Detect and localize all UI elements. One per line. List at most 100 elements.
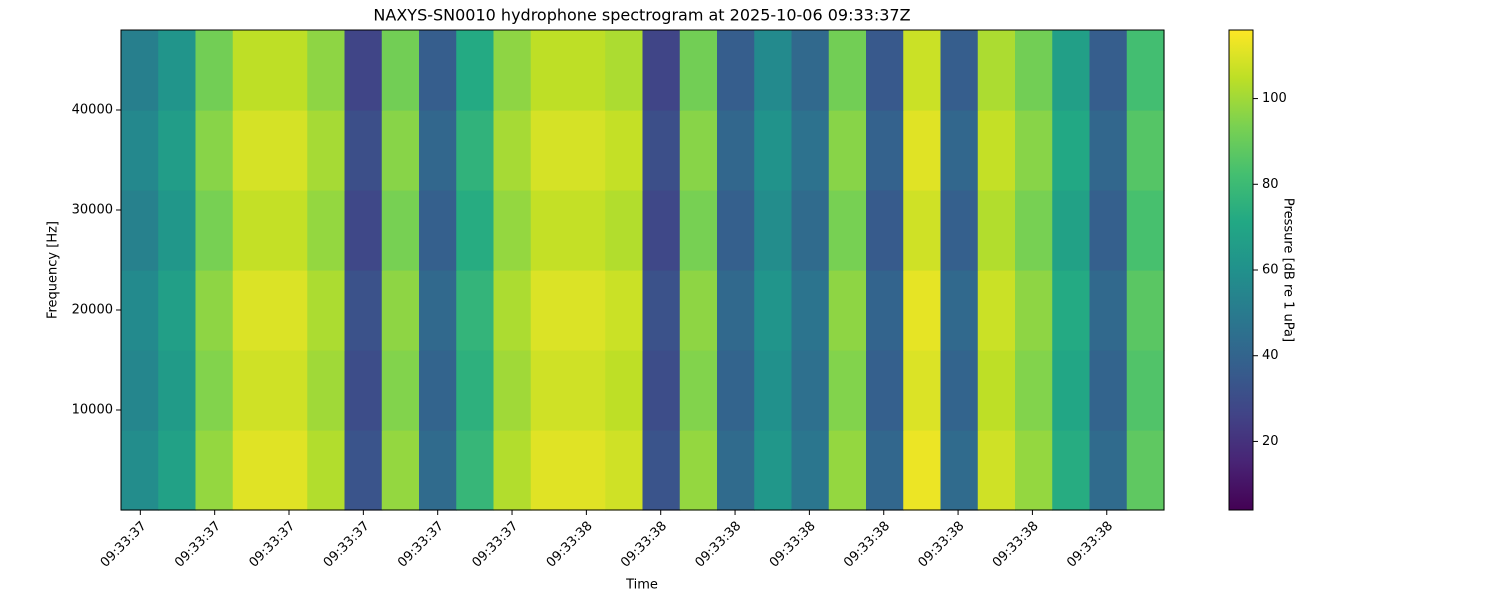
- heatmap-cell: [642, 270, 681, 351]
- heatmap-cell: [828, 430, 867, 511]
- x-tick-label: 09:33:37: [246, 519, 298, 571]
- heatmap-cell: [381, 430, 420, 511]
- heatmap-cell: [158, 350, 197, 431]
- x-tick-label: 09:33:37: [172, 519, 224, 571]
- heatmap-cell: [381, 350, 420, 431]
- heatmap-cell: [1015, 190, 1053, 271]
- heatmap-cell: [717, 30, 755, 111]
- heatmap-cell: [530, 350, 569, 431]
- heatmap-cell: [1052, 270, 1091, 351]
- heatmap-cell: [866, 270, 904, 351]
- heatmap-cell: [791, 30, 830, 111]
- heatmap-cell: [1089, 270, 1128, 351]
- heatmap-cell: [679, 110, 718, 191]
- heatmap-cell: [977, 190, 1016, 271]
- heatmap-cell: [270, 350, 308, 431]
- heatmap-cell: [195, 190, 234, 271]
- heatmap-cell: [903, 190, 942, 271]
- x-tick-label: 09:33:38: [544, 519, 596, 571]
- heatmap-cell: [419, 350, 457, 431]
- heatmap-cell: [456, 30, 495, 111]
- x-tick-label: 09:33:38: [692, 519, 744, 571]
- colorbar-tick-label: 40: [1262, 348, 1279, 363]
- heatmap-cell: [977, 350, 1016, 431]
- heatmap-cell: [940, 350, 979, 431]
- heatmap-cell: [977, 430, 1016, 511]
- heatmap-cell: [717, 190, 755, 271]
- heatmap-cell: [419, 190, 457, 271]
- heatmap-cell: [903, 430, 942, 511]
- heatmap-cell: [866, 350, 904, 431]
- heatmap-cell: [605, 190, 644, 271]
- heatmap-cell: [381, 30, 420, 111]
- heatmap-cell: [232, 30, 271, 111]
- colorbar-label: Pressure [dB re 1 uPa]: [1281, 198, 1296, 342]
- heatmap-cell: [1089, 430, 1128, 511]
- heatmap-cell: [381, 190, 420, 271]
- heatmap-cell: [195, 270, 234, 351]
- x-tick-label: 09:33:38: [1064, 519, 1116, 571]
- heatmap-cell: [828, 110, 867, 191]
- heatmap-cell: [903, 350, 942, 431]
- heatmap-cell: [679, 430, 718, 511]
- colorbar-tick-label: 60: [1262, 263, 1279, 278]
- heatmap-cell: [493, 190, 532, 271]
- heatmap-cell: [642, 350, 681, 431]
- heatmap-cell: [307, 270, 346, 351]
- heatmap-cell: [381, 110, 420, 191]
- heatmap-cell: [1015, 350, 1053, 431]
- heatmap-cell: [679, 30, 718, 111]
- heatmap-cell: [605, 110, 644, 191]
- heatmap-cell: [419, 430, 457, 511]
- heatmap-cell: [605, 430, 644, 511]
- colorbar: [1228, 29, 1254, 511]
- heatmap-cell: [456, 270, 495, 351]
- heatmap-cell: [307, 350, 346, 431]
- heatmap-cell: [1052, 190, 1091, 271]
- y-tick-label: 10000: [72, 403, 113, 418]
- heatmap-cell: [866, 190, 904, 271]
- heatmap-cell: [158, 110, 197, 191]
- heatmap-cell: [605, 350, 644, 431]
- heatmap-cell: [1015, 30, 1053, 111]
- heatmap-cell: [344, 270, 383, 351]
- heatmap-cell: [940, 270, 979, 351]
- colorbar-tick-label: 80: [1262, 177, 1279, 192]
- heatmap-cell: [232, 110, 271, 191]
- heatmap-cell: [158, 30, 197, 111]
- x-tick-label: 09:33:37: [395, 519, 447, 571]
- heatmap-cell: [232, 350, 271, 431]
- heatmap-cell: [568, 350, 606, 431]
- chart-title: NAXYS-SN0010 hydrophone spectrogram at 2…: [373, 6, 910, 25]
- heatmap-cell: [1015, 110, 1053, 191]
- heatmap-cell: [195, 430, 234, 511]
- x-tick-label: 09:33:37: [321, 519, 373, 571]
- heatmap-cell: [679, 350, 718, 431]
- heatmap-cell: [270, 270, 308, 351]
- heatmap-cell: [717, 270, 755, 351]
- heatmap-cell: [493, 110, 532, 191]
- heatmap-cell: [1052, 430, 1091, 511]
- heatmap-cell: [1052, 30, 1091, 111]
- heatmap-cell: [679, 190, 718, 271]
- plot-frame: [120, 29, 1165, 511]
- heatmap-cell: [940, 30, 979, 111]
- heatmap-cell: [1089, 30, 1128, 111]
- heatmap-cell: [866, 30, 904, 111]
- heatmap: [121, 30, 1165, 511]
- heatmap-cell: [568, 190, 606, 271]
- heatmap-cell: [828, 270, 867, 351]
- heatmap-cell: [493, 30, 532, 111]
- heatmap-cell: [903, 30, 942, 111]
- colorbar-tick-label: 20: [1262, 434, 1279, 449]
- heatmap-cell: [530, 30, 569, 111]
- heatmap-cell: [903, 110, 942, 191]
- heatmap-cell: [791, 350, 830, 431]
- x-axis-label: Time: [625, 578, 658, 593]
- heatmap-cell: [828, 190, 867, 271]
- heatmap-cell: [605, 30, 644, 111]
- heatmap-cell: [158, 190, 197, 271]
- heatmap-cell: [232, 190, 271, 271]
- x-tick-label: 09:33:38: [990, 519, 1042, 571]
- heatmap-cell: [530, 190, 569, 271]
